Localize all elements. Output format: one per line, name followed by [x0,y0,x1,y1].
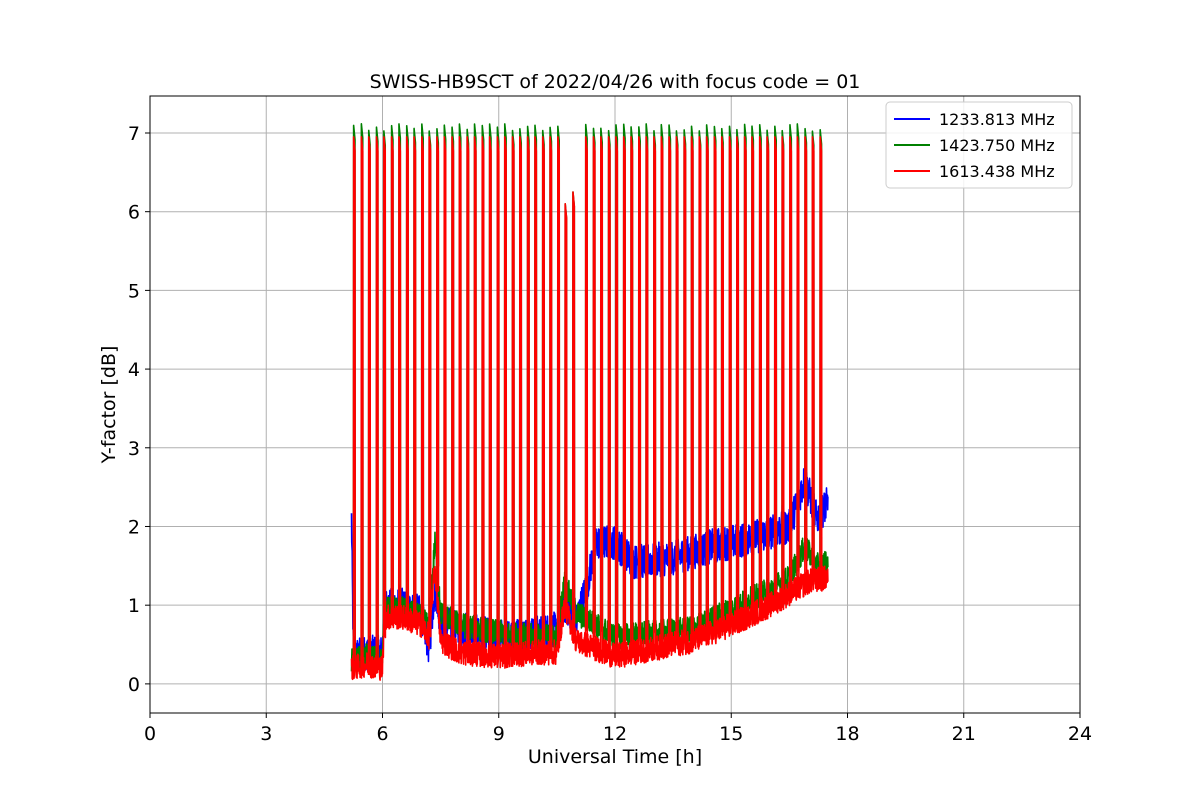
x-tick-label: 18 [835,723,859,745]
x-tick-label: 3 [260,723,272,745]
y-tick-label: 0 [128,674,140,696]
x-tick-label: 0 [144,723,156,745]
y-tick-label: 3 [128,438,140,460]
y-tick-label: 5 [128,280,140,302]
y-tick-label: 2 [128,516,140,538]
x-tick-label: 6 [376,723,388,745]
y-axis-label: Y-factor [dB] [98,346,120,465]
legend-box [885,101,1073,189]
x-tick-label: 24 [1068,723,1092,745]
series-line [350,136,829,681]
y-tick-label: 4 [128,359,140,381]
series-layer [350,123,829,681]
legend: 1233.813 MHz 1423.750 MHz 1613.438 MHz [885,101,1073,189]
legend-entry: 1233.813 MHz [939,110,1055,129]
legend-entry: 1613.438 MHz [939,162,1055,181]
x-tick-label: 15 [719,723,743,745]
y-tick-label: 7 [128,123,140,145]
x-tick-label: 9 [493,723,505,745]
y-tick-label: 1 [128,595,140,617]
y-tick-label: 6 [128,202,140,224]
chart-title: SWISS-HB9SCT of 2022/04/26 with focus co… [370,71,861,93]
x-tick-label: 12 [603,723,627,745]
legend-entry: 1423.750 MHz [939,136,1055,155]
y-axis: 0 1 2 3 4 5 6 7 [128,123,150,696]
x-axis: 0 3 6 9 12 15 18 21 24 [144,713,1092,745]
x-tick-label: 21 [952,723,976,745]
x-axis-label: Universal Time [h] [528,746,702,768]
